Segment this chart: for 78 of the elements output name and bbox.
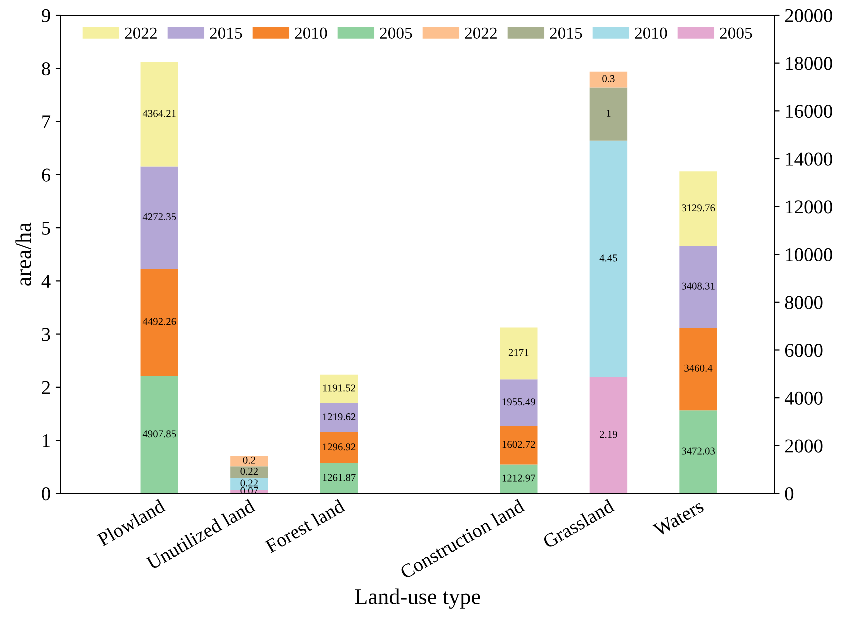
x-tick-label: Waters bbox=[652, 500, 705, 538]
data-label: 1261.87 bbox=[323, 474, 356, 482]
data-label: 0.22 bbox=[240, 468, 258, 476]
bar bbox=[320, 374, 358, 404]
legend-label: 2010 bbox=[295, 28, 328, 40]
data-label: 2171 bbox=[508, 349, 529, 356]
data-label: 1219.62 bbox=[323, 414, 356, 421]
bar bbox=[500, 464, 538, 494]
y2-tick-label: 2000 bbox=[785, 440, 823, 453]
data-label: 3472.03 bbox=[682, 448, 716, 455]
legend-label: 2015 bbox=[550, 28, 582, 40]
data-label: 4364.21 bbox=[142, 110, 176, 118]
y-tick-label: 5 bbox=[42, 222, 50, 235]
bar bbox=[320, 464, 358, 494]
bar bbox=[320, 403, 358, 433]
data-label: 4272.35 bbox=[142, 213, 176, 221]
y-tick-label: 2 bbox=[42, 381, 50, 394]
bar bbox=[680, 172, 718, 246]
y-tick-label: 7 bbox=[42, 116, 51, 129]
bar bbox=[590, 88, 628, 141]
y2-tick-label: 20000 bbox=[785, 9, 832, 22]
data-label: 1955.49 bbox=[502, 398, 536, 406]
y2-tick-label: 8000 bbox=[785, 296, 823, 310]
bar bbox=[590, 377, 628, 494]
bar bbox=[140, 376, 178, 494]
y-tick-label: 8 bbox=[42, 62, 50, 76]
data-label: 3129.76 bbox=[682, 204, 716, 212]
bar bbox=[230, 466, 268, 478]
data-label: 4907.85 bbox=[142, 430, 176, 438]
bar bbox=[500, 380, 538, 426]
data-label: 1 bbox=[607, 110, 611, 117]
y-tick-label: 1 bbox=[43, 434, 50, 448]
legend-label: 2015 bbox=[210, 28, 242, 40]
y2-tick-label: 12000 bbox=[786, 200, 832, 214]
legend-label: 2010 bbox=[635, 28, 668, 40]
data-label: 0.22 bbox=[240, 480, 258, 487]
legend-label: 2005 bbox=[380, 28, 412, 40]
data-label: 0.2 bbox=[243, 456, 256, 464]
data-label: 2.19 bbox=[600, 431, 618, 438]
y2-tick-label: 4000 bbox=[784, 392, 823, 405]
data-label: 4492.26 bbox=[142, 318, 176, 326]
legend-label: 2022 bbox=[125, 28, 157, 40]
y2-tick-label: 16000 bbox=[786, 104, 832, 118]
bar bbox=[500, 426, 538, 465]
bar bbox=[140, 166, 178, 269]
bar bbox=[140, 62, 178, 167]
data-label: 3460.4 bbox=[684, 364, 713, 372]
legend-label: 2022 bbox=[465, 28, 497, 40]
y-tick-label: 4 bbox=[42, 275, 51, 288]
data-label: 3408.31 bbox=[682, 282, 715, 290]
y-tick-label: 0 bbox=[42, 488, 50, 501]
y2-tick-label: 14000 bbox=[786, 152, 832, 166]
y2-tick-label: 0 bbox=[785, 488, 794, 501]
x-axis-title: Land-use type bbox=[355, 588, 480, 609]
y-tick-label: 9 bbox=[42, 9, 50, 22]
y-tick-label: 3 bbox=[42, 328, 50, 342]
legend-label: 2005 bbox=[720, 28, 752, 40]
bar bbox=[680, 328, 718, 411]
bar bbox=[590, 140, 628, 378]
y2-tick-label: 18000 bbox=[786, 57, 832, 70]
x-tick-label: Forest land bbox=[264, 498, 346, 554]
bar bbox=[140, 268, 178, 376]
data-label: 1212.97 bbox=[502, 474, 536, 482]
bar bbox=[680, 246, 718, 328]
data-label: 1191.52 bbox=[323, 384, 356, 392]
data-label: 0.3 bbox=[602, 75, 615, 82]
y-tick-label: 6 bbox=[42, 168, 51, 182]
data-label: 1602.72 bbox=[502, 441, 536, 448]
y2-tick-label: 6000 bbox=[785, 344, 823, 358]
bar bbox=[680, 410, 718, 494]
bar bbox=[320, 432, 358, 464]
y2-tick-label: 10000 bbox=[786, 248, 832, 262]
bar bbox=[590, 72, 628, 88]
bar bbox=[500, 328, 538, 380]
data-label: 1296.92 bbox=[323, 444, 356, 451]
bar bbox=[230, 456, 268, 467]
data-label: 4.45 bbox=[600, 254, 618, 262]
y-axis-title: area/ha bbox=[16, 222, 32, 286]
